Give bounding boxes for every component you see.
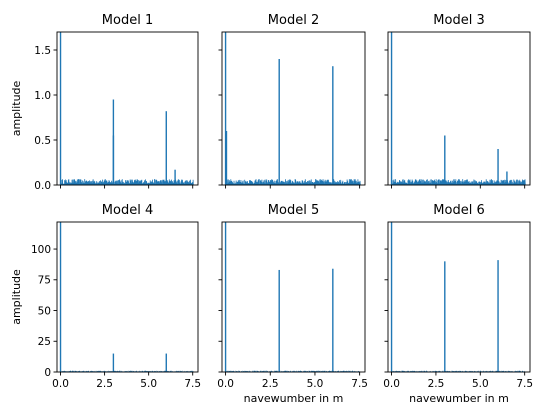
- panel-title: Model 1: [102, 13, 153, 28]
- noise-floor-line: [61, 179, 194, 186]
- y-tick-label: 1.5: [34, 45, 51, 57]
- x-tick-label: 7.5: [184, 378, 201, 390]
- panel-model-5: 0.0 2.5 5.0 7.5 Model 5 navewumber in m: [217, 203, 368, 405]
- panel-title: Model 3: [433, 13, 484, 28]
- panel-model-3: Model 3: [384, 13, 531, 189]
- plot-frame: [387, 221, 531, 373]
- x-tick-label: 2.5: [96, 378, 113, 390]
- y-tick-label: 0.0: [34, 180, 51, 192]
- y-tick-label: 100: [31, 244, 51, 256]
- x-tick-label: 0.0: [52, 378, 69, 390]
- plot-frame: [221, 221, 366, 373]
- panel-title: Model 6: [433, 203, 484, 218]
- x-axis-label: navewumber in m: [244, 392, 344, 405]
- x-tick-label: 0.0: [383, 378, 400, 390]
- panel-model-1: 0.0 0.5 1.0 1.5 Model 1 amplitude: [10, 13, 199, 192]
- y-axis-label: amplitude: [10, 269, 23, 325]
- panel-model-4: 0 25 50 75 100 0.0 2.5 5.0 7.5 Model 4 amplitude: [10, 203, 201, 390]
- x-tick-label: 7.5: [351, 378, 368, 390]
- panel-model-6: 0.0 2.5 5.0 7.5 Model 6 navewumber in m: [383, 203, 533, 405]
- y-tick-label: 1.0: [34, 90, 51, 102]
- x-tick-label: 5.0: [472, 378, 489, 390]
- panel-title: Model 4: [102, 203, 153, 218]
- x-tick-label: 2.5: [262, 378, 279, 390]
- y-tick-label: 25: [38, 336, 51, 348]
- noise-floor-line: [391, 179, 526, 186]
- panel-title: Model 2: [268, 13, 319, 28]
- y-tick-label: 50: [38, 305, 51, 317]
- x-tick-label: 5.0: [140, 378, 157, 390]
- x-axis-label: navewumber in m: [409, 392, 509, 405]
- plot-frame: [56, 221, 199, 373]
- plot-frame: [221, 31, 366, 186]
- panel-model-2: Model 2: [218, 13, 366, 189]
- y-tick-label: 0.5: [34, 135, 51, 147]
- plot-frame: [56, 31, 199, 186]
- noise-floor-line: [226, 179, 361, 186]
- x-tick-label: 7.5: [516, 378, 533, 390]
- y-tick-label: 75: [38, 275, 51, 287]
- panel-title: Model 5: [268, 203, 319, 218]
- x-tick-label: 2.5: [428, 378, 445, 390]
- y-tick-label: 0: [44, 367, 51, 379]
- x-tick-label: 0.0: [217, 378, 234, 390]
- plot-frame: [387, 31, 531, 186]
- x-tick-label: 5.0: [307, 378, 324, 390]
- y-axis-label: amplitude: [10, 80, 23, 136]
